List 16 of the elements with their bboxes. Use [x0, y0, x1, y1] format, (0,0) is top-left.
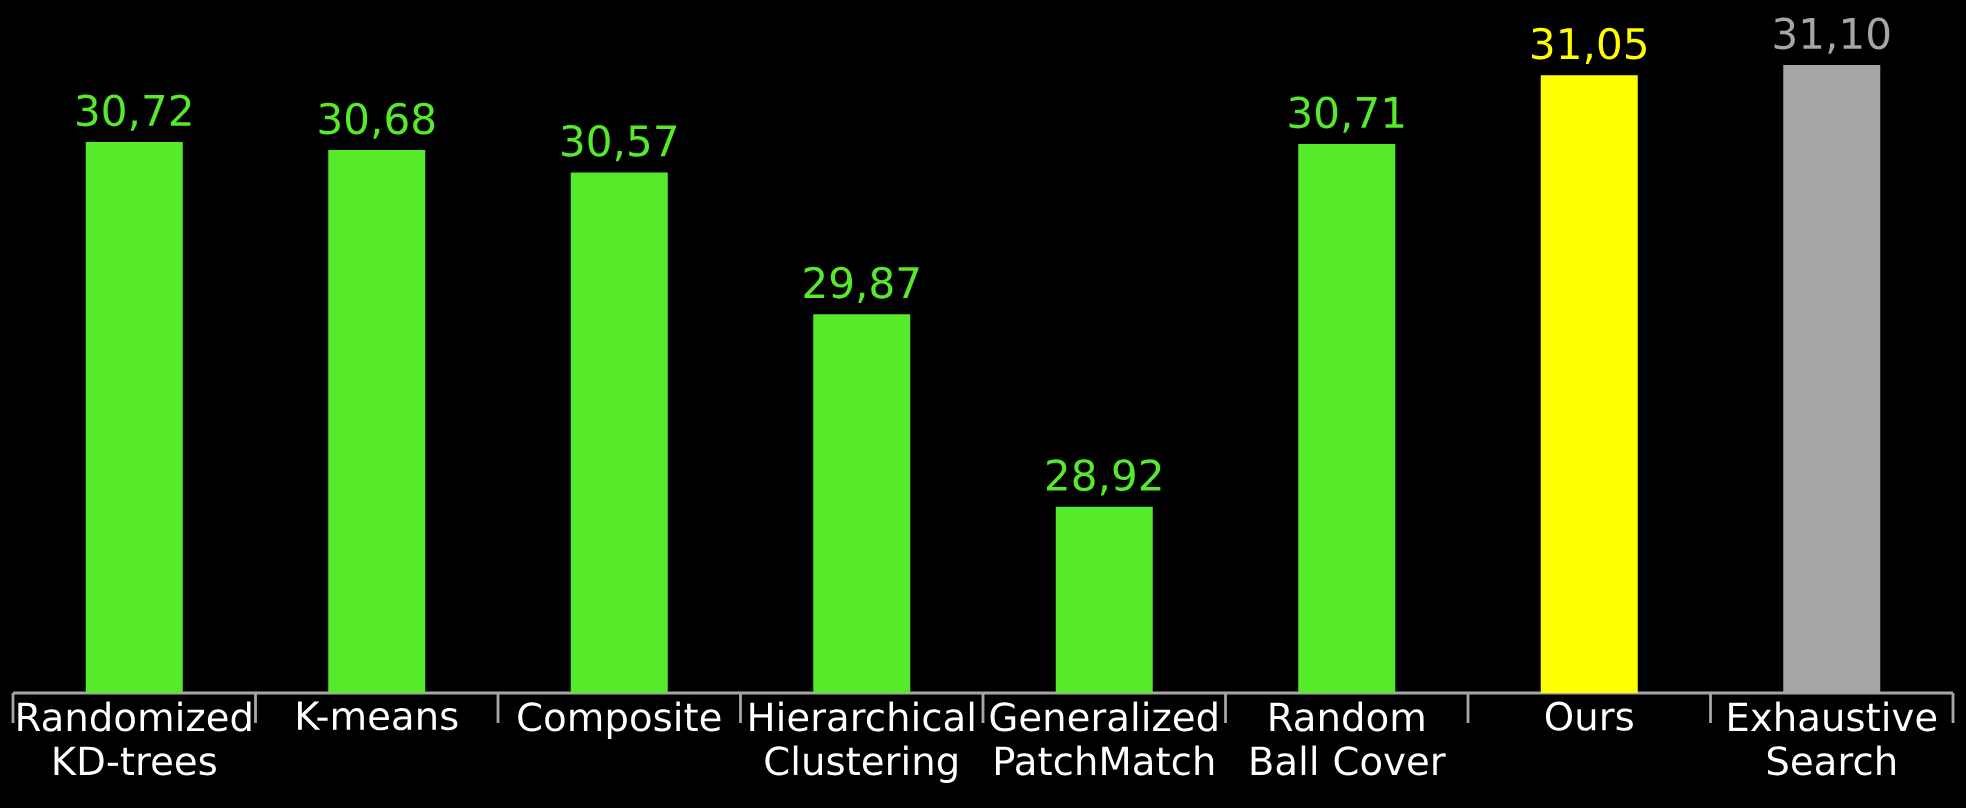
data-label: 30,71	[1289, 96, 1404, 133]
x-tick-label: Exhaustive Search	[1729, 701, 1937, 776]
x-tick-label: Hierarchical Clustering	[750, 701, 974, 783]
x-tick-label: K-means	[298, 701, 458, 731]
x-tick-label: Randomized KD-trees	[18, 701, 251, 776]
data-label: 29,87	[804, 266, 919, 303]
x-tick-label: Generalized PatchMatch	[990, 701, 1217, 776]
x-tick-label: Random Ball Cover	[1251, 701, 1446, 776]
data-label: 31,10	[1774, 17, 1890, 54]
data-label: 30,68	[319, 102, 435, 139]
data-label: 28,92	[1046, 459, 1161, 496]
data-label: 30,57	[562, 124, 676, 162]
x-tick-label: Composite	[518, 701, 721, 740]
x-tick-label: Ours	[1545, 701, 1633, 731]
data-label: 31,05	[1532, 27, 1646, 64]
data-label: 30,72	[77, 94, 191, 131]
